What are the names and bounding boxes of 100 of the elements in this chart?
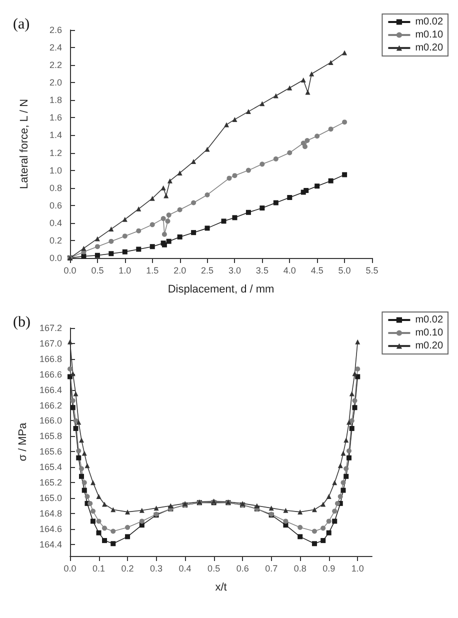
point xyxy=(136,246,142,252)
point xyxy=(273,156,278,162)
point xyxy=(298,524,303,530)
point xyxy=(94,244,100,250)
point xyxy=(76,420,82,425)
x-tick-label: 1.0 xyxy=(118,266,132,276)
point xyxy=(136,206,142,212)
point xyxy=(110,507,116,512)
point xyxy=(191,159,196,164)
point xyxy=(283,518,288,524)
y-tick-label: 166.6 xyxy=(39,369,62,380)
point xyxy=(68,339,72,344)
point xyxy=(344,474,349,479)
y-tick-label: 2.2 xyxy=(49,60,62,70)
point xyxy=(76,448,82,454)
point xyxy=(166,212,172,218)
x-tick-label: 3.5 xyxy=(256,266,268,276)
point xyxy=(334,500,340,506)
point xyxy=(254,503,260,508)
point xyxy=(332,518,338,524)
point xyxy=(246,168,251,173)
point xyxy=(110,541,116,546)
point xyxy=(82,488,87,493)
point xyxy=(232,116,238,122)
point xyxy=(314,184,320,189)
x-tick-label: 5.0 xyxy=(338,266,351,276)
point xyxy=(79,466,84,472)
y-tick-label: 166.0 xyxy=(39,416,62,426)
point xyxy=(204,226,210,231)
point xyxy=(79,474,84,479)
point xyxy=(342,120,348,125)
x-tick-label: 0.7 xyxy=(265,564,278,574)
point xyxy=(298,534,303,540)
point xyxy=(108,251,114,256)
point xyxy=(349,418,354,424)
y-tick-label: 1.0 xyxy=(49,165,62,176)
point xyxy=(68,366,72,372)
point xyxy=(342,50,348,56)
y-axis-title: σ / MPa xyxy=(17,422,30,462)
point xyxy=(150,222,155,228)
x-tick-label: 2.5 xyxy=(201,266,214,276)
x-tick-label: 0.9 xyxy=(322,564,336,574)
legend-label: m0.10 xyxy=(415,328,444,338)
point xyxy=(177,234,182,240)
point xyxy=(355,339,360,344)
x-tick-label: 5.5 xyxy=(366,266,378,276)
point xyxy=(326,518,332,524)
point xyxy=(221,218,226,224)
point xyxy=(125,534,130,540)
x-tick-label: 0.0 xyxy=(64,564,76,574)
y-tick-label: 2.6 xyxy=(49,25,62,35)
point xyxy=(355,366,360,372)
point xyxy=(346,420,352,425)
point xyxy=(204,192,210,198)
point xyxy=(300,77,306,82)
point xyxy=(70,398,76,404)
y-tick-label: 165.6 xyxy=(39,446,62,457)
y-tick-label: 164.4 xyxy=(39,539,62,550)
x-tick-label: 0.2 xyxy=(121,564,134,574)
point xyxy=(160,185,166,190)
legend-label: m0.02 xyxy=(415,314,444,326)
point xyxy=(122,216,128,222)
point xyxy=(352,405,358,410)
x-tick-label: 1.5 xyxy=(146,266,159,276)
point xyxy=(204,146,210,152)
point xyxy=(349,426,354,431)
point xyxy=(340,480,346,486)
point xyxy=(224,122,229,128)
x-tick-label: 0.0 xyxy=(64,266,76,276)
point xyxy=(260,101,265,106)
point xyxy=(352,371,358,376)
point xyxy=(162,232,167,237)
point xyxy=(94,236,100,242)
point xyxy=(73,426,78,431)
point xyxy=(90,518,96,524)
point xyxy=(139,508,144,513)
point xyxy=(304,188,309,193)
point xyxy=(302,144,308,150)
point xyxy=(96,494,102,499)
point xyxy=(344,438,349,443)
point xyxy=(328,60,334,65)
point xyxy=(167,178,172,184)
point xyxy=(287,194,292,200)
point xyxy=(164,193,169,198)
x-tick-label: 1.0 xyxy=(351,564,364,574)
point xyxy=(108,238,114,244)
point xyxy=(108,226,114,232)
point xyxy=(191,230,196,236)
point xyxy=(136,228,142,234)
y-tick-label: 2.0 xyxy=(49,78,62,88)
point xyxy=(314,134,320,139)
chart-title: (a) xyxy=(13,16,30,32)
x-tick-label: 0.5 xyxy=(208,564,220,574)
point xyxy=(309,71,314,76)
point xyxy=(338,494,343,499)
x-tick-label: 0.3 xyxy=(150,564,163,574)
point xyxy=(226,176,232,181)
point xyxy=(122,234,128,239)
point xyxy=(312,507,317,512)
point xyxy=(168,503,174,508)
